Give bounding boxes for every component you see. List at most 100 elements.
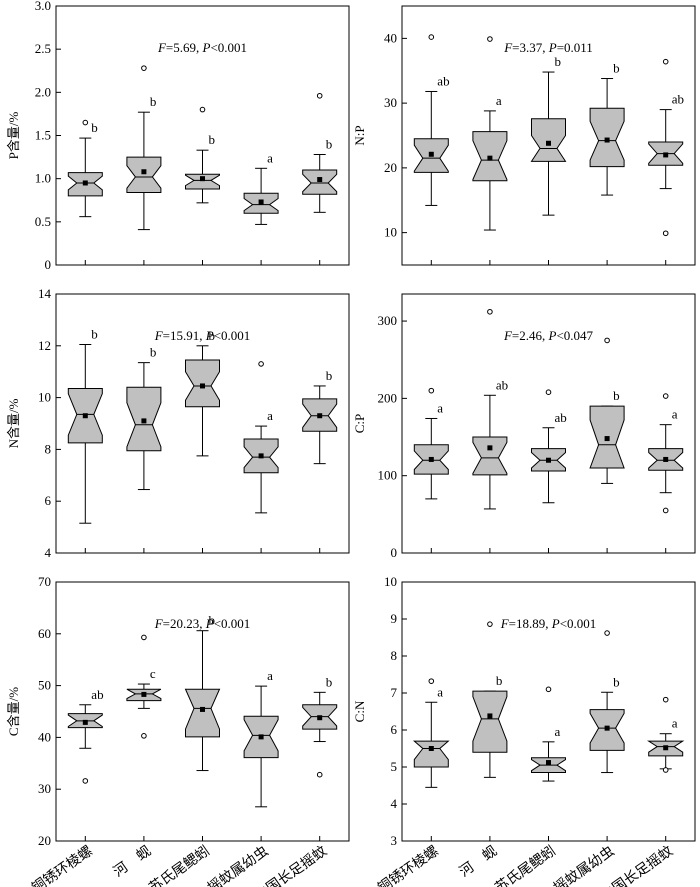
box-5: a [647, 696, 685, 773]
y-tick-label: 20 [384, 160, 397, 175]
outlier-point [82, 778, 89, 784]
mean-marker [604, 137, 610, 143]
mean-marker [258, 734, 264, 740]
box-1: b [67, 327, 103, 524]
significance-letter: a [555, 724, 561, 739]
y-tick-label: 3.0 [35, 0, 51, 13]
y-tick-label: 60 [38, 626, 51, 641]
y-tick-label: 6 [45, 493, 52, 508]
stat-p-value: <0.001 [210, 40, 247, 55]
y-tick-label: 12 [38, 338, 51, 353]
x-category-label: 苏氏尾鳃蚓 [146, 843, 213, 887]
stat-f-value: =15.91, [163, 328, 206, 343]
significance-letter: a [267, 150, 273, 165]
stat-f-value: =2.46, [512, 328, 549, 343]
y-tick-label: 30 [384, 95, 397, 110]
mean-marker [317, 715, 323, 721]
significance-letter: b [555, 54, 562, 69]
mean-marker [200, 383, 205, 389]
box-3: b [185, 106, 220, 204]
significance-letter: b [209, 132, 216, 147]
box-2: a [472, 36, 508, 231]
x-category-label: 苏氏尾鳃蚓 [492, 843, 559, 887]
outlier-point [604, 630, 610, 636]
mean-marker [546, 140, 551, 146]
y-axis-label: C:N [352, 700, 367, 722]
box-3: b [184, 613, 221, 772]
panel-cn: 3 4 5 6 7 8 9 10 C:N F=18.89, P<0.001 a b a b a 铜锈环棱螺河 … [352, 574, 696, 887]
x-category-label: 铜锈环棱螺 [29, 843, 96, 887]
box-1: b [67, 119, 103, 218]
outlier-point [604, 337, 610, 344]
outlier-point [199, 106, 206, 113]
stat-f-symbol: F [500, 616, 510, 631]
mean-marker [82, 180, 88, 186]
y-axis-label: N:P [352, 125, 367, 145]
mean-marker [546, 760, 551, 766]
outlier-point [428, 678, 435, 684]
significance-letter: a [672, 716, 678, 731]
y-tick-label: 5 [391, 759, 398, 774]
y-tick-label: 100 [378, 468, 398, 483]
significance-letter: ab [555, 410, 567, 425]
mean-marker [604, 725, 610, 731]
y-axis-label: P含量/% [6, 111, 21, 159]
box-2: b [126, 345, 162, 491]
x-category-label: 摇蚊属幼虫 [551, 843, 618, 887]
y-tick-label: 0.5 [35, 214, 51, 229]
box-1: a [413, 387, 449, 500]
y-tick-label: 8 [391, 648, 398, 663]
y-tick-label: 10 [38, 390, 51, 405]
y-tick-label: 40 [384, 30, 397, 45]
box-2: b [472, 621, 508, 778]
significance-letter: a [267, 668, 273, 683]
notched-box [412, 740, 450, 768]
outlier-point [662, 507, 669, 514]
significance-letter: b [613, 61, 620, 76]
significance-letter: b [209, 328, 216, 343]
mean-marker [141, 169, 147, 175]
outlier-point [258, 361, 264, 367]
stat-p-symbol: P [205, 616, 214, 631]
significance-letter: ab [91, 687, 103, 702]
mean-marker [487, 713, 493, 719]
stat-f-value: =3.37, [512, 40, 549, 55]
outlier-point [141, 634, 147, 641]
y-tick-label: 0 [391, 545, 398, 560]
mean-marker [546, 457, 551, 463]
y-tick-label: 70 [38, 574, 51, 589]
stat-p-value: <0.047 [556, 328, 593, 343]
y-tick-label: 1.0 [35, 171, 51, 186]
outlier-point [662, 230, 669, 237]
significance-letter: a [496, 93, 502, 108]
box-4: b [589, 630, 625, 774]
stat-f-symbol: F [503, 328, 513, 343]
outlier-point [487, 36, 493, 42]
box-4: b [589, 337, 625, 484]
mean-marker [428, 456, 434, 462]
panel-cp: 0 100 200 300 C:P F=2.46, P<0.047 a ab ab b a [352, 293, 696, 560]
notched-box [185, 359, 220, 408]
box-1: ab [413, 34, 450, 206]
box-5: ab [648, 58, 684, 237]
box-5: b [302, 674, 338, 778]
mean-marker [663, 152, 669, 158]
stat-label: F=3.37, P=0.011 [503, 40, 593, 55]
y-tick-label: 6 [391, 722, 398, 737]
outlier-point [662, 696, 669, 703]
box-5: a [648, 393, 684, 514]
stat-label: F=18.89, P<0.001 [500, 616, 597, 631]
significance-letter: b [150, 345, 157, 360]
stat-p-value: =0.011 [557, 40, 593, 55]
x-category-label: 河 蚬 [111, 843, 155, 880]
mean-marker [487, 155, 493, 161]
box-4: a [243, 668, 279, 808]
significance-letter: b [496, 673, 503, 688]
box-5: b [302, 92, 338, 213]
notched-box [302, 169, 338, 195]
stat-p-value: <0.001 [214, 616, 251, 631]
mean-marker [604, 436, 610, 442]
mean-marker [82, 719, 88, 725]
significance-letter: a [267, 408, 273, 423]
